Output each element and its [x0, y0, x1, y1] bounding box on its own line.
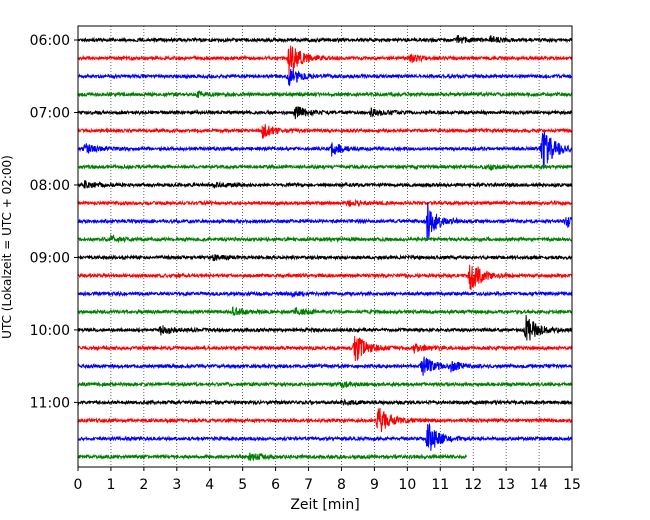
- y-tick-label: 09:00: [30, 250, 70, 266]
- x-tick-label: 6: [271, 477, 280, 493]
- trace-1145: [77, 452, 467, 462]
- y-tick-label: 10:00: [30, 323, 70, 339]
- y-tick-label: 07:00: [30, 105, 70, 121]
- trace-1100: [77, 398, 573, 407]
- trace-0800: [77, 180, 573, 190]
- x-tick-label: 9: [370, 477, 379, 493]
- trace-0715: [77, 124, 573, 139]
- trace-0700: [77, 106, 573, 120]
- trace-0645: [77, 90, 573, 99]
- trace-0930: [77, 290, 573, 299]
- trace-0830: [77, 202, 573, 241]
- trace-0745: [77, 163, 573, 171]
- trace-0600: [77, 34, 573, 44]
- x-tick-label: 13: [497, 477, 515, 493]
- trace-0630: [77, 69, 573, 87]
- trace-0900: [77, 254, 573, 262]
- x-tick-label: 14: [530, 477, 548, 493]
- y-tick-label: 08:00: [30, 178, 70, 194]
- x-tick-label: 2: [139, 477, 148, 493]
- trace-0730: [77, 131, 573, 169]
- trace-0845: [77, 233, 573, 244]
- y-tick-label: 06:00: [30, 33, 70, 49]
- plot-frame: [77, 25, 573, 468]
- x-tick-label: 4: [205, 477, 214, 493]
- y-axis-ticks: 06:00 07:00 08:00 09:00 10:00 11:00: [30, 33, 78, 411]
- trace-1045: [77, 380, 573, 389]
- trace-0945: [77, 306, 573, 317]
- trace-1015: [77, 336, 573, 362]
- seismic-traces: [77, 34, 573, 462]
- x-axis-label: Zeit [min]: [290, 497, 359, 513]
- x-tick-label: 0: [74, 477, 83, 493]
- x-axis-ticks: 0 1 2 3 4 5 6 7 8 9 10 11 12 13 14 15: [74, 467, 581, 493]
- trace-1115: [77, 407, 573, 432]
- x-tick-label: 3: [172, 477, 181, 493]
- trace-1000: [77, 315, 573, 341]
- grid-lines: [110, 26, 540, 467]
- trace-0815: [77, 198, 573, 208]
- x-tick-label: 8: [337, 477, 346, 493]
- x-tick-label: 1: [106, 477, 115, 493]
- x-tick-label: 12: [464, 477, 482, 493]
- x-tick-label: 5: [238, 477, 247, 493]
- x-tick-label: 10: [398, 477, 416, 493]
- y-tick-label: 11:00: [30, 395, 70, 411]
- trace-1030: [77, 356, 573, 376]
- x-tick-label: 11: [431, 477, 449, 493]
- y-axis-label: UTC (Lokalzeit = UTC + 02:00): [0, 155, 14, 339]
- trace-0915: [77, 264, 573, 291]
- trace-0615: [77, 45, 573, 76]
- x-tick-label: 15: [563, 477, 581, 493]
- trace-1130: [77, 422, 573, 451]
- x-tick-label: 7: [304, 477, 313, 493]
